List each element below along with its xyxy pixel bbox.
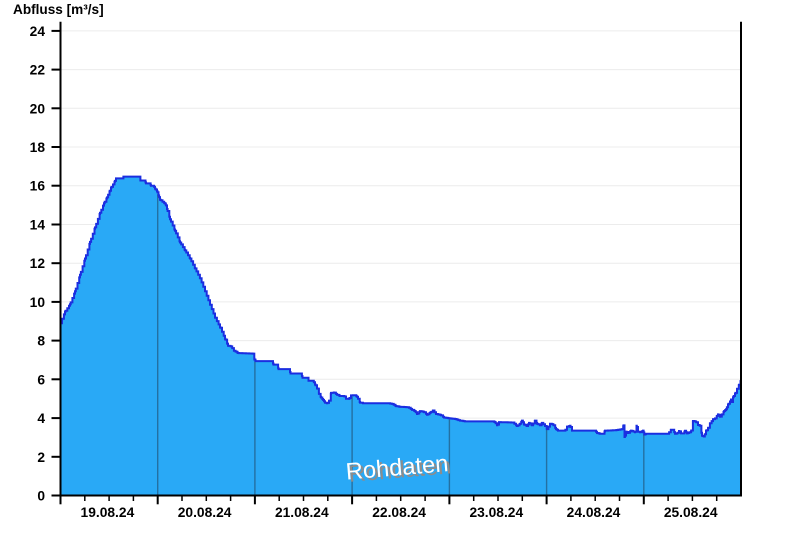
svg-text:23.08.24: 23.08.24 xyxy=(469,505,523,520)
svg-text:25.08.24: 25.08.24 xyxy=(664,505,718,520)
svg-text:21.08.24: 21.08.24 xyxy=(275,505,329,520)
svg-text:12: 12 xyxy=(30,256,46,271)
svg-text:6: 6 xyxy=(37,372,45,387)
svg-text:19.08.24: 19.08.24 xyxy=(81,505,135,520)
svg-text:24.08.24: 24.08.24 xyxy=(567,505,621,520)
svg-text:22: 22 xyxy=(30,63,46,78)
svg-text:8: 8 xyxy=(37,334,45,349)
svg-text:0: 0 xyxy=(37,489,45,504)
svg-text:16: 16 xyxy=(30,179,46,194)
svg-text:22.08.24: 22.08.24 xyxy=(372,505,426,520)
svg-text:4: 4 xyxy=(37,411,45,426)
svg-text:18: 18 xyxy=(30,140,46,155)
svg-text:20.08.24: 20.08.24 xyxy=(178,505,232,520)
svg-text:10: 10 xyxy=(30,295,46,310)
svg-text:Abfluss [m³/s]: Abfluss [m³/s] xyxy=(13,2,104,17)
svg-text:24: 24 xyxy=(30,24,46,39)
svg-text:20: 20 xyxy=(30,101,46,116)
svg-text:14: 14 xyxy=(30,218,46,233)
svg-text:2: 2 xyxy=(37,450,45,465)
